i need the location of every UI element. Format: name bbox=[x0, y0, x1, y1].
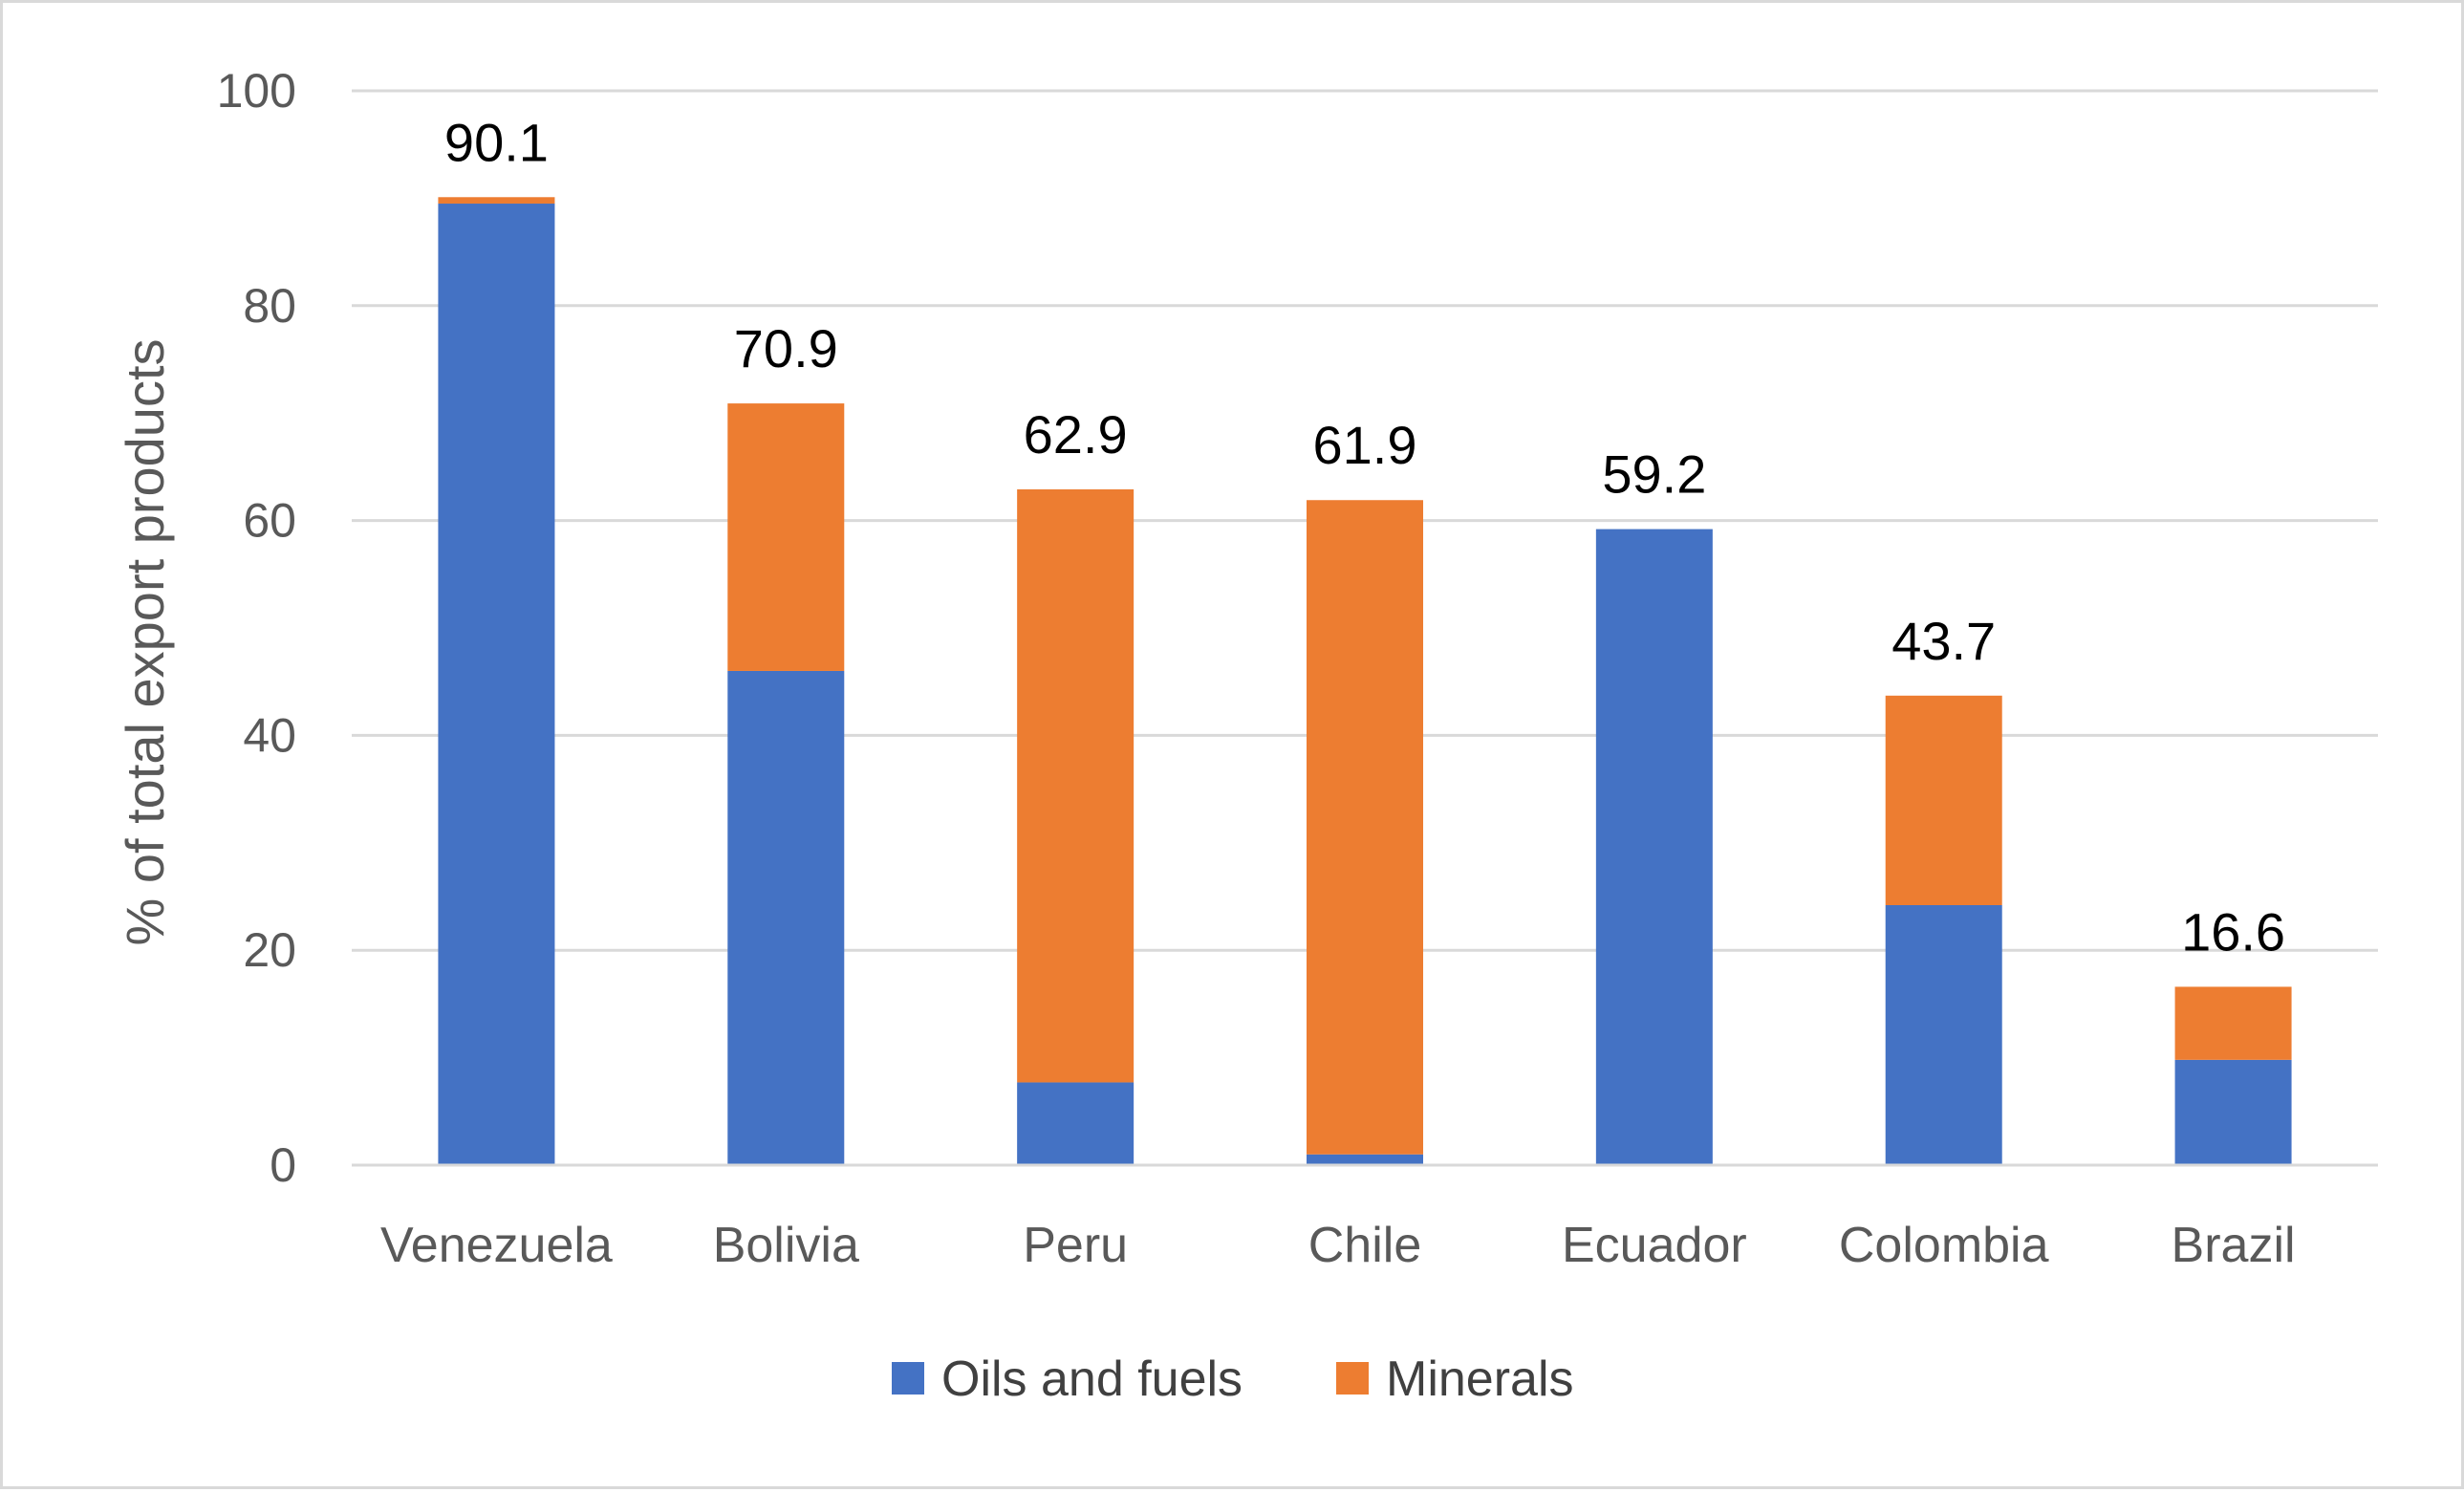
bar-chile-oils-and-fuels bbox=[1307, 1154, 1423, 1165]
bar-colombia-minerals bbox=[1885, 695, 2002, 905]
legend-swatch-minerals bbox=[1336, 1362, 1369, 1395]
y-tick-label: 20 bbox=[243, 923, 296, 977]
bar-bolivia-minerals bbox=[727, 403, 845, 671]
x-tick-label: Peru bbox=[1023, 1218, 1128, 1273]
y-tick-label: 60 bbox=[243, 494, 296, 548]
y-axis-ticks: 0 20 40 60 80 100 bbox=[217, 64, 296, 1192]
x-tick-label: Venezuela bbox=[380, 1218, 613, 1273]
y-tick-label: 80 bbox=[243, 279, 296, 333]
bar-ecuador-oils-and-fuels bbox=[1595, 529, 1713, 1165]
data-label: 16.6 bbox=[2181, 901, 2285, 962]
x-axis-ticks: Venezuela Bolivia Peru Chile Ecuador Colombia… bbox=[380, 1218, 2296, 1273]
y-axis-label: % of total export products bbox=[115, 338, 175, 945]
data-label: 90.1 bbox=[444, 112, 549, 172]
bar-brazil-minerals bbox=[2174, 986, 2292, 1060]
legend-label-oils-and-fuels: Oils and fuels bbox=[941, 1351, 1243, 1407]
data-label: 62.9 bbox=[1024, 404, 1128, 465]
legend-swatch-oils-and-fuels bbox=[892, 1362, 924, 1395]
y-tick-label: 40 bbox=[243, 708, 296, 762]
stacked-bar-chart: 0 20 40 60 80 100 Venezuela Bolivia Peru Chile Ec… bbox=[115, 64, 2378, 1407]
data-label: 43.7 bbox=[1891, 611, 1996, 671]
legend-label-minerals: Minerals bbox=[1386, 1351, 1574, 1407]
bar-peru-minerals bbox=[1017, 489, 1135, 1083]
x-tick-label: Chile bbox=[1308, 1218, 1422, 1273]
x-tick-label: Bolivia bbox=[713, 1218, 859, 1273]
bar-peru-oils-and-fuels bbox=[1017, 1082, 1135, 1165]
data-label: 59.2 bbox=[1602, 444, 1706, 505]
y-tick-label: 0 bbox=[270, 1138, 296, 1192]
bar-colombia-oils-and-fuels bbox=[1885, 904, 2002, 1165]
bar-bolivia-oils-and-fuels bbox=[727, 670, 845, 1165]
bar-chile-minerals bbox=[1307, 500, 1423, 1155]
data-label: 61.9 bbox=[1313, 415, 1417, 475]
data-label: 70.9 bbox=[734, 318, 838, 378]
x-tick-label: Brazil bbox=[2172, 1218, 2296, 1273]
bar-brazil-oils-and-fuels bbox=[2174, 1059, 2292, 1165]
bar-venezuela-oils-and-fuels bbox=[438, 204, 555, 1165]
legend[interactable]: Oils and fuels Minerals bbox=[892, 1351, 1574, 1407]
bar-venezuela-minerals bbox=[438, 197, 555, 205]
x-tick-label: Ecuador bbox=[1562, 1218, 1747, 1273]
bars bbox=[438, 197, 2292, 1165]
x-tick-label: Colombia bbox=[1839, 1218, 2049, 1273]
data-labels: 90.1 70.9 62.9 61.9 59.2 43.7 16.6 bbox=[444, 112, 2285, 962]
y-tick-label: 100 bbox=[217, 64, 296, 118]
